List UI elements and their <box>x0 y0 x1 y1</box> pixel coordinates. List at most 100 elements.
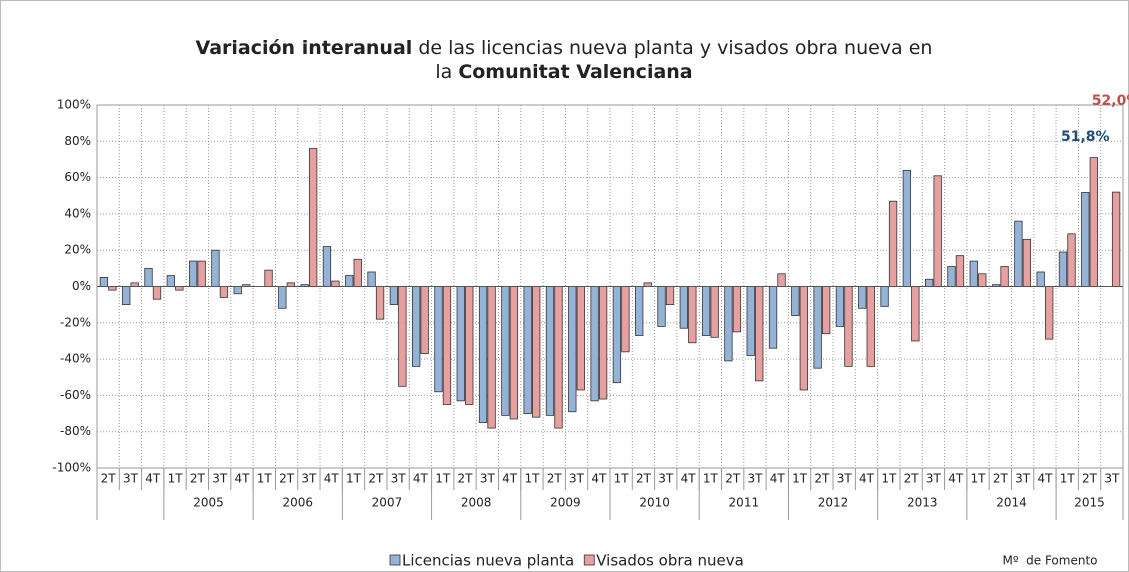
bar <box>398 286 407 387</box>
x-tick-label: 2T <box>993 472 1009 486</box>
bar <box>835 286 845 327</box>
bar <box>1058 251 1068 287</box>
year-label: 2007 <box>372 496 403 510</box>
bar <box>122 286 131 306</box>
x-tick-label: 4T <box>770 472 786 486</box>
bar <box>465 286 474 405</box>
bar <box>286 282 295 287</box>
bar <box>643 282 652 287</box>
x-tick-label: 4T <box>502 472 518 486</box>
bar <box>1067 233 1076 287</box>
bar <box>264 269 273 287</box>
bar <box>166 275 175 287</box>
year-label: 2010 <box>639 496 670 510</box>
x-tick-label: 4T <box>145 472 161 486</box>
bar <box>501 286 510 416</box>
x-tick-label: 2T <box>368 472 384 486</box>
bar <box>233 286 242 295</box>
x-tick-label: 1T <box>881 472 897 486</box>
bar <box>590 286 599 402</box>
y-tick-label: 100% <box>57 98 91 112</box>
x-tick-label: 4T <box>591 472 607 486</box>
x-tick-label: 2T <box>904 472 920 486</box>
bar <box>434 286 443 393</box>
bar <box>322 246 332 287</box>
x-tick-label: 1T <box>703 472 719 486</box>
title-part: de las licencias nueva planta y visados … <box>412 37 932 59</box>
bar <box>108 286 117 291</box>
year-label: 2014 <box>996 496 1027 510</box>
bar <box>710 286 719 338</box>
x-tick-label: 2T <box>190 472 206 486</box>
x-tick-label: 4T <box>948 472 964 486</box>
bar <box>679 286 688 329</box>
year-label: 2013 <box>907 496 938 510</box>
bar <box>791 286 800 316</box>
x-tick-label: 4T <box>1037 472 1053 486</box>
bar <box>755 286 764 382</box>
bar <box>1036 271 1045 287</box>
bar <box>554 286 563 429</box>
bar <box>576 286 585 391</box>
bar <box>509 286 519 420</box>
bar <box>99 277 109 287</box>
bar <box>813 286 822 369</box>
value-label: 52,0% <box>1092 93 1129 109</box>
x-tick-label: 1T <box>524 472 540 486</box>
x-tick-label: 1T <box>971 472 987 486</box>
bar <box>701 286 711 336</box>
bar <box>911 286 920 342</box>
year-label: 2008 <box>461 496 492 510</box>
y-tick-label: 0% <box>72 279 91 293</box>
bar <box>888 200 898 287</box>
bar <box>545 286 555 416</box>
bar <box>130 282 139 287</box>
bar <box>657 286 666 327</box>
x-tick-label: 1T <box>435 472 451 486</box>
title-part: Variación interanual <box>196 37 413 59</box>
bar <box>821 286 831 335</box>
bar <box>902 169 912 287</box>
x-tick-label: 3T <box>212 472 228 486</box>
bar <box>724 286 733 362</box>
bar <box>532 286 541 418</box>
x-tick-label: 3T <box>837 472 853 486</box>
year-label: 2015 <box>1074 496 1105 510</box>
bar <box>197 260 206 287</box>
bar <box>278 286 287 309</box>
year-label: 2005 <box>193 496 224 510</box>
bar <box>1000 266 1009 287</box>
bar <box>978 273 987 287</box>
bar <box>568 286 577 413</box>
x-tick-label: 2T <box>1082 472 1098 486</box>
x-tick-label: 3T <box>569 472 585 486</box>
x-tick-label: 3T <box>1015 472 1031 486</box>
bar <box>219 286 229 298</box>
x-tick-label: 3T <box>391 472 407 486</box>
bar <box>389 286 399 306</box>
x-tick-label: 1T <box>1060 472 1076 486</box>
x-tick-label: 2T <box>279 472 295 486</box>
x-tick-label: 4T <box>681 472 697 486</box>
x-tick-label: 1T <box>168 472 184 486</box>
x-tick-label: 2T <box>814 472 830 486</box>
title-part: la <box>435 61 458 83</box>
year-label: 2012 <box>818 496 849 510</box>
x-tick-label: 3T <box>123 472 139 486</box>
source: Mº de Fomento <box>1003 554 1098 568</box>
bar <box>947 266 956 287</box>
legend-swatch <box>583 554 595 566</box>
bar <box>1081 192 1090 287</box>
bar <box>420 286 429 355</box>
bar <box>1014 220 1023 287</box>
x-tick-label: 4T <box>413 472 429 486</box>
x-tick-label: 4T <box>234 472 250 486</box>
bar <box>1089 157 1098 287</box>
x-tick-label: 3T <box>301 472 317 486</box>
bar <box>746 286 755 356</box>
bar <box>487 286 496 429</box>
legend-label: Visados obra nueva <box>596 552 744 570</box>
chart-title: Variación interanual de las licencias nu… <box>196 37 933 59</box>
bar <box>175 286 184 291</box>
